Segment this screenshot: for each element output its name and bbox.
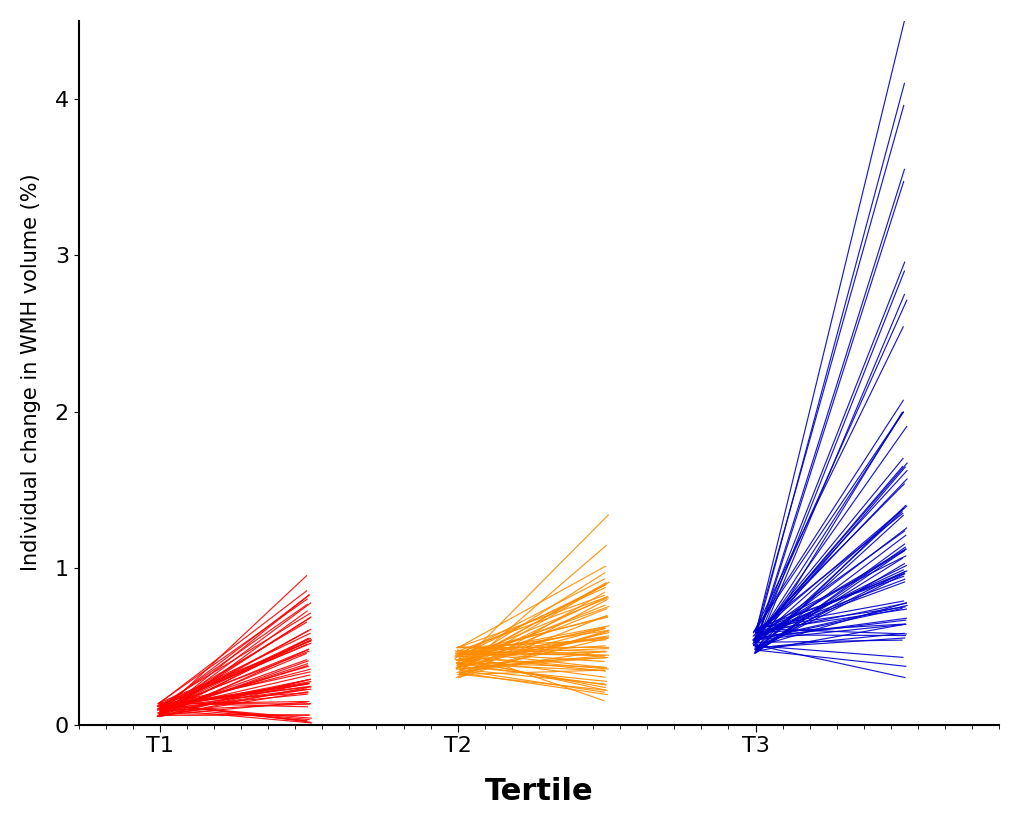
Y-axis label: Individual change in WMH volume (%): Individual change in WMH volume (%) <box>20 174 41 571</box>
X-axis label: Tertile: Tertile <box>484 777 593 806</box>
